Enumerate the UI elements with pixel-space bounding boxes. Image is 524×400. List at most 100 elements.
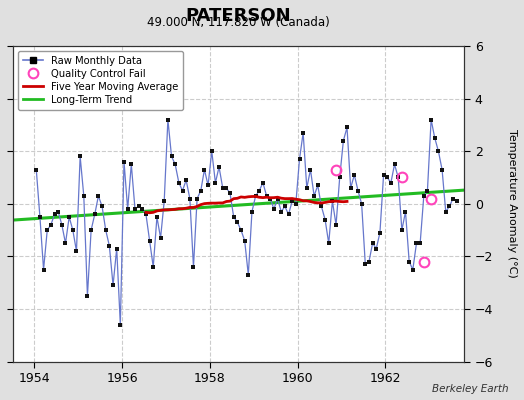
Point xyxy=(350,172,358,178)
Point xyxy=(317,203,325,210)
Point xyxy=(453,198,461,204)
Point xyxy=(394,174,402,181)
Point xyxy=(449,195,457,202)
Point xyxy=(237,227,245,233)
Point xyxy=(58,222,66,228)
Point xyxy=(43,227,51,233)
Point xyxy=(182,177,190,183)
Point xyxy=(109,282,117,288)
Point xyxy=(307,166,315,173)
Point xyxy=(200,166,209,173)
Point xyxy=(131,206,139,212)
Point xyxy=(230,214,238,220)
Point xyxy=(372,245,380,252)
Point xyxy=(255,188,264,194)
Point xyxy=(357,200,366,207)
Point xyxy=(335,174,344,181)
Point xyxy=(346,185,355,191)
Point xyxy=(368,240,377,246)
Point xyxy=(193,195,201,202)
Point xyxy=(285,211,293,218)
Point xyxy=(178,188,187,194)
Point xyxy=(365,258,373,265)
Point xyxy=(65,214,73,220)
Point xyxy=(259,180,267,186)
Point xyxy=(409,266,417,273)
Point xyxy=(50,211,59,218)
Point xyxy=(313,182,322,188)
Point xyxy=(361,261,369,268)
Legend: Raw Monthly Data, Quality Control Fail, Five Year Moving Average, Long-Term Tren: Raw Monthly Data, Quality Control Fail, … xyxy=(17,51,183,110)
Point xyxy=(405,258,413,265)
Point xyxy=(102,227,110,233)
Point xyxy=(244,272,253,278)
Point xyxy=(292,200,300,207)
Point xyxy=(120,158,128,165)
Point xyxy=(438,166,446,173)
Point xyxy=(324,240,333,246)
Point xyxy=(420,193,428,199)
Point xyxy=(434,148,443,154)
Point xyxy=(339,138,347,144)
Point xyxy=(54,208,62,215)
Point xyxy=(281,203,289,210)
Point xyxy=(135,203,143,210)
Point xyxy=(310,193,318,199)
Point xyxy=(222,185,231,191)
Point xyxy=(163,116,172,123)
Point xyxy=(383,174,391,181)
Point xyxy=(266,195,275,202)
Point xyxy=(72,248,81,254)
Title: PATERSON: PATERSON xyxy=(185,7,291,25)
Point xyxy=(354,188,362,194)
Point xyxy=(252,193,260,199)
Point xyxy=(69,227,77,233)
Point xyxy=(105,243,114,249)
Point xyxy=(431,135,439,141)
Point xyxy=(32,166,40,173)
Point xyxy=(416,240,424,246)
Point xyxy=(302,185,311,191)
Point xyxy=(124,206,132,212)
Point xyxy=(127,161,136,168)
Point xyxy=(171,161,179,168)
Y-axis label: Temperature Anomaly (°C): Temperature Anomaly (°C) xyxy=(507,130,517,278)
Point xyxy=(167,153,176,160)
Point xyxy=(211,180,220,186)
Point xyxy=(376,230,384,236)
Point xyxy=(39,266,48,273)
Point xyxy=(83,293,92,299)
Point xyxy=(174,180,183,186)
Point xyxy=(185,195,194,202)
Point xyxy=(76,153,84,160)
Point xyxy=(379,172,388,178)
Point xyxy=(274,195,282,202)
Point xyxy=(61,240,70,246)
Point xyxy=(423,188,432,194)
Point xyxy=(332,222,340,228)
Point xyxy=(277,208,286,215)
Point xyxy=(142,211,150,218)
Point xyxy=(204,182,212,188)
Point xyxy=(145,238,154,244)
Point xyxy=(328,198,336,204)
Point xyxy=(401,208,410,215)
Point xyxy=(390,161,399,168)
Point xyxy=(248,208,256,215)
Point xyxy=(321,216,329,223)
Point xyxy=(36,214,44,220)
Point xyxy=(226,190,234,196)
Point xyxy=(263,193,271,199)
Point xyxy=(270,206,278,212)
Point xyxy=(442,208,450,215)
Point xyxy=(138,206,147,212)
Point xyxy=(445,203,454,210)
Text: 49.000 N, 117.820 W (Canada): 49.000 N, 117.820 W (Canada) xyxy=(147,16,330,28)
Point xyxy=(98,203,106,210)
Point xyxy=(196,188,205,194)
Point xyxy=(343,124,351,131)
Point xyxy=(91,211,99,218)
Point xyxy=(189,264,198,270)
Point xyxy=(299,130,308,136)
Point xyxy=(412,240,421,246)
